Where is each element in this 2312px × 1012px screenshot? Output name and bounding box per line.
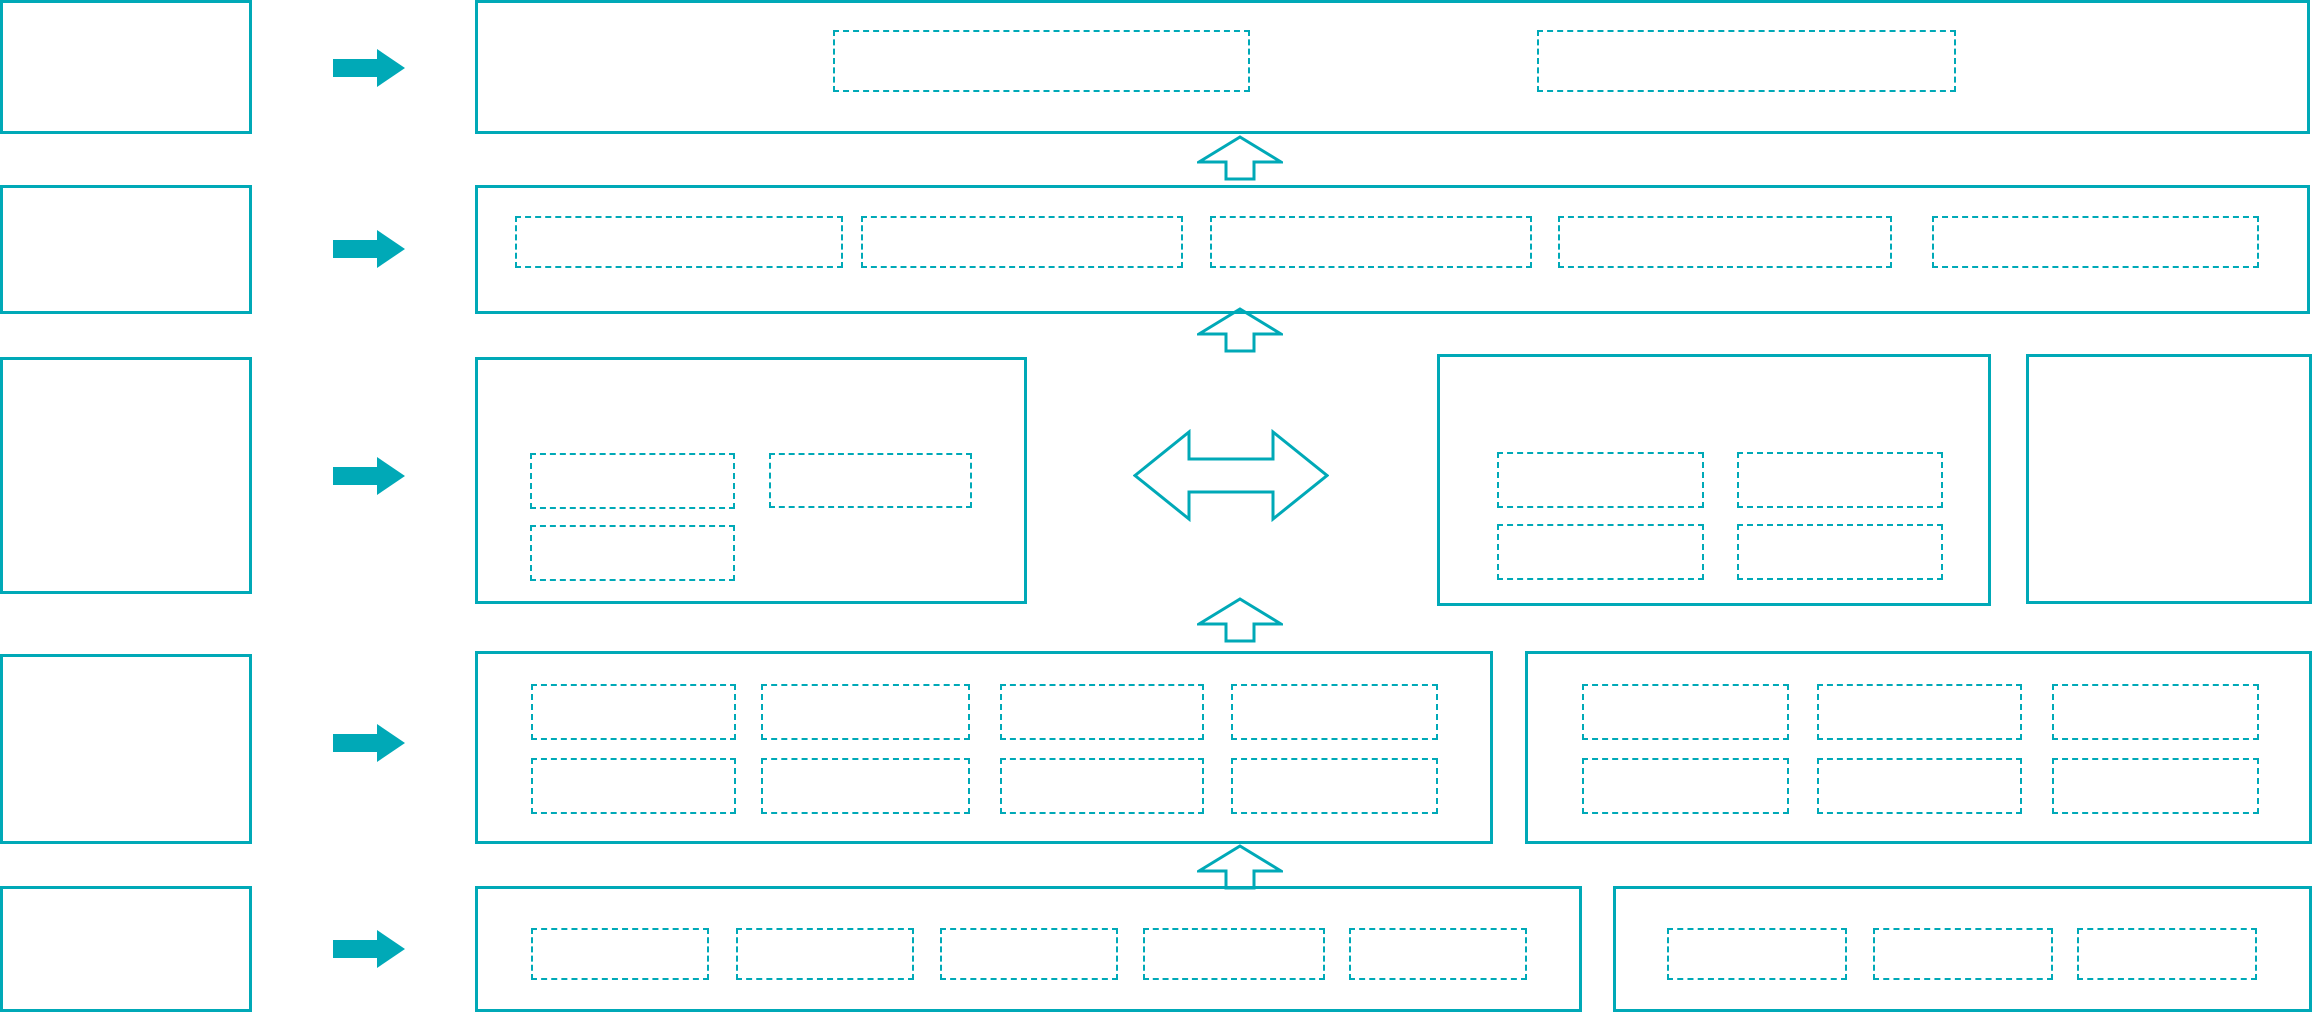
- connector-arrow-up-icon-1: [1197, 135, 1283, 181]
- panel-label: [478, 360, 479, 361]
- gutter-arrow-right-icon-1: [333, 49, 405, 87]
- slot-layer-5-left-slot-1[interactable]: [531, 928, 709, 980]
- panel-layer-4-panel-right: [1525, 651, 2312, 844]
- panel-layer-2-panel-1: [475, 185, 2310, 314]
- slot-layer-2-slot-3[interactable]: [1210, 216, 1532, 268]
- panel-layer-3-panel-side: [2026, 354, 2312, 604]
- connector-arrow-up-icon-2: [1197, 307, 1283, 353]
- panel-label: [478, 188, 479, 189]
- slot-layer-2-slot-1[interactable]: [515, 216, 843, 268]
- slot-layer-5-right-slot-2[interactable]: [1873, 928, 2053, 980]
- slot-layer-5-left-slot-4[interactable]: [1143, 928, 1325, 980]
- legend-box-3: [0, 357, 252, 594]
- slot-layer-5-right-slot-1[interactable]: [1667, 928, 1847, 980]
- slot-layer-3-left-slot-1[interactable]: [530, 453, 735, 509]
- slot-layer-4-right-slot-3[interactable]: [2052, 684, 2259, 740]
- slot-layer-4-right-slot-6[interactable]: [2052, 758, 2259, 814]
- panel-label: [478, 889, 479, 890]
- slot-layer-4-left-slot-6[interactable]: [761, 758, 970, 814]
- slot-layer-5-left-slot-2[interactable]: [736, 928, 914, 980]
- panel-layer-5-panel-right: [1613, 886, 2312, 1012]
- slot-layer-2-slot-2[interactable]: [861, 216, 1183, 268]
- panel-label: [2029, 357, 2030, 358]
- slot-layer-3-right-slot-1[interactable]: [1497, 452, 1704, 508]
- connector-arrow-up-icon-3: [1197, 597, 1283, 643]
- slot-layer-1-slot-1[interactable]: [833, 30, 1250, 92]
- legend-box-1: [0, 0, 252, 134]
- slot-layer-4-left-slot-1[interactable]: [531, 684, 736, 740]
- connector-arrow-up-icon-4: [1197, 844, 1283, 890]
- slot-layer-2-slot-4[interactable]: [1558, 216, 1892, 268]
- slot-layer-5-left-slot-3[interactable]: [940, 928, 1118, 980]
- slot-layer-4-left-slot-8[interactable]: [1231, 758, 1438, 814]
- legend-box-5: [0, 886, 252, 1012]
- gutter-arrow-right-icon-3: [333, 457, 405, 495]
- panel-layer-3-panel-left: [475, 357, 1027, 604]
- slot-layer-2-slot-5[interactable]: [1932, 216, 2259, 268]
- panel-label: [1528, 654, 1529, 655]
- panel-layer-4-panel-left: [475, 651, 1493, 844]
- slot-layer-3-right-slot-2[interactable]: [1737, 452, 1943, 508]
- slot-layer-4-left-slot-7[interactable]: [1000, 758, 1204, 814]
- legend-box-4: [0, 654, 252, 844]
- connector-arrow-bidirectional-icon-1: [1133, 429, 1329, 522]
- panel-layer-5-panel-left: [475, 886, 1582, 1012]
- slot-layer-4-left-slot-5[interactable]: [531, 758, 736, 814]
- slot-layer-4-left-slot-3[interactable]: [1000, 684, 1204, 740]
- panel-layer-3-panel-right: [1437, 354, 1991, 606]
- panel-label: [478, 3, 479, 4]
- panel-label: [1616, 889, 1617, 890]
- slot-layer-4-right-slot-1[interactable]: [1582, 684, 1789, 740]
- slot-layer-3-right-slot-4[interactable]: [1737, 524, 1943, 580]
- slot-layer-4-left-slot-2[interactable]: [761, 684, 970, 740]
- slot-layer-4-right-slot-5[interactable]: [1817, 758, 2022, 814]
- gutter-arrow-right-icon-5: [333, 930, 405, 968]
- slot-layer-3-right-slot-3[interactable]: [1497, 524, 1704, 580]
- gutter-arrow-right-icon-2: [333, 230, 405, 268]
- gutter-arrow-right-icon-4: [333, 724, 405, 762]
- panel-label: [478, 654, 479, 655]
- slot-layer-4-left-slot-4[interactable]: [1231, 684, 1438, 740]
- slot-layer-3-left-slot-3[interactable]: [530, 525, 735, 581]
- legend-box-2: [0, 185, 252, 314]
- slot-layer-5-right-slot-3[interactable]: [2077, 928, 2257, 980]
- slot-layer-3-left-slot-2[interactable]: [769, 453, 972, 508]
- panel-layer-1-panel-1: [475, 0, 2310, 134]
- slot-layer-1-slot-2[interactable]: [1537, 30, 1956, 92]
- slot-layer-4-right-slot-2[interactable]: [1817, 684, 2022, 740]
- slot-layer-5-left-slot-5[interactable]: [1349, 928, 1527, 980]
- panel-label: [1440, 357, 1441, 358]
- slot-layer-4-right-slot-4[interactable]: [1582, 758, 1789, 814]
